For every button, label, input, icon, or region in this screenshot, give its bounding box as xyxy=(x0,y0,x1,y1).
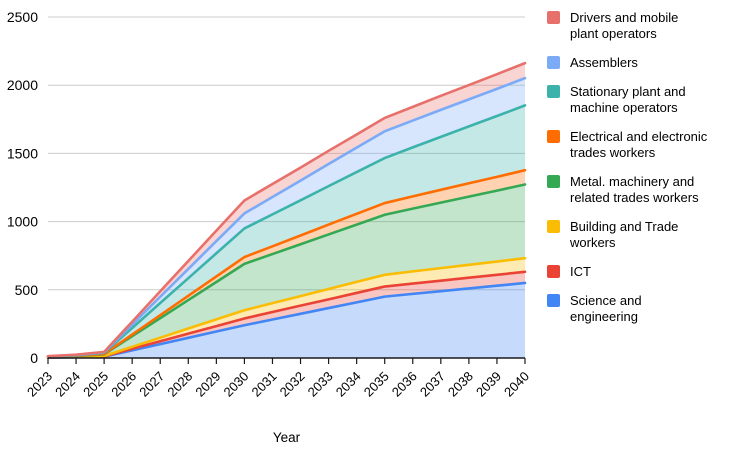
legend-swatch-metal-machinery-and-related-trades-workers xyxy=(547,175,560,188)
line-building-and-trade-workers xyxy=(46,256,527,359)
legend-swatch-science-and-engineering xyxy=(547,294,560,307)
x-axis-title: Year xyxy=(272,430,301,445)
y-tick-label: 500 xyxy=(15,282,39,298)
legend-label: ICT xyxy=(570,264,591,279)
x-tick-label: 2027 xyxy=(136,369,167,400)
legend-label: Metal. machinery and related trades work… xyxy=(570,174,699,205)
legend-swatch-ict xyxy=(547,265,560,278)
legend-label: Building and Trade workers xyxy=(570,219,679,250)
legend-swatch-stationary-plant-and-machine-operators xyxy=(547,85,560,98)
legend-item-stationary-plant-and-machine-operators: Stationary plant and machine operators xyxy=(547,84,747,116)
x-tick-label: 2033 xyxy=(305,369,336,400)
legend-label: Assemblers xyxy=(570,55,638,70)
legend-item-assemblers: Assemblers xyxy=(547,55,747,71)
area-drivers-and-mobile-plant-operators xyxy=(48,63,525,357)
y-tick-label: 1000 xyxy=(7,214,38,230)
legend-label: Electrical and electronic trades workers xyxy=(570,129,708,160)
x-tick-label: 2039 xyxy=(473,369,504,400)
legend-swatch-drivers-and-mobile-plant-operators xyxy=(547,11,560,24)
x-tick-label: 2038 xyxy=(445,369,476,400)
legend-swatch-building-and-trade-workers xyxy=(547,220,560,233)
line-science-and-engineering xyxy=(46,281,527,359)
area-stationary-plant-and-machine-operators xyxy=(48,105,525,357)
line-drivers-and-mobile-plant-operators xyxy=(46,61,527,358)
line-assemblers xyxy=(46,76,527,358)
x-tick-label: 2035 xyxy=(361,369,392,400)
x-tick-label: 2025 xyxy=(80,369,111,400)
legend-item-metal-machinery-and-related-trades-workers: Metal. machinery and related trades work… xyxy=(547,174,747,206)
legend-item-electrical-and-electronic-trades-workers: Electrical and electronic trades workers xyxy=(547,129,747,161)
x-tick-label: 2024 xyxy=(52,369,83,400)
x-tick-label: 2028 xyxy=(164,369,195,400)
x-tick-label: 2029 xyxy=(192,369,223,400)
legend-swatch-assemblers xyxy=(547,56,560,69)
legend-label: Drivers and mobile plant operators xyxy=(570,10,679,41)
y-tick-label: 2000 xyxy=(7,77,38,93)
legend-item-building-and-trade-workers: Building and Trade workers xyxy=(547,219,747,251)
y-tick-label: 2500 xyxy=(7,9,38,25)
x-tick-label: 2023 xyxy=(24,369,55,400)
legend-item-ict: ICT xyxy=(547,264,747,280)
legend-label: Science and engineering xyxy=(570,293,642,324)
area-electrical-and-electronic-trades-workers xyxy=(48,170,525,357)
x-tick-label: 2030 xyxy=(220,369,251,400)
legend-label: Stationary plant and machine operators xyxy=(570,84,686,115)
area-assemblers xyxy=(48,78,525,357)
line-ict xyxy=(46,270,527,359)
legend-item-drivers-and-mobile-plant-operators: Drivers and mobile plant operators xyxy=(547,10,747,42)
chart-legend: Drivers and mobile plant operators Assemb… xyxy=(547,10,747,325)
x-tick-label: 2034 xyxy=(333,369,364,400)
legend-item-science-and-engineering: Science and engineering xyxy=(547,293,747,325)
area-ict xyxy=(48,271,525,358)
x-tick-label: 2032 xyxy=(277,369,308,400)
y-tick-label: 1500 xyxy=(7,145,38,161)
x-tick-label: 2040 xyxy=(501,369,532,400)
line-stationary-plant-and-machine-operators xyxy=(46,104,527,358)
x-tick-label: 2031 xyxy=(249,369,280,400)
y-tick-label: 0 xyxy=(30,350,38,366)
x-tick-label: 2026 xyxy=(108,369,139,400)
legend-swatch-electrical-and-electronic-trades-workers xyxy=(547,130,560,143)
x-tick-label: 2037 xyxy=(417,369,448,400)
line-electrical-and-electronic-trades-workers xyxy=(46,168,527,359)
area-science-and-engineering xyxy=(48,282,525,358)
x-tick-label: 2036 xyxy=(389,369,420,400)
